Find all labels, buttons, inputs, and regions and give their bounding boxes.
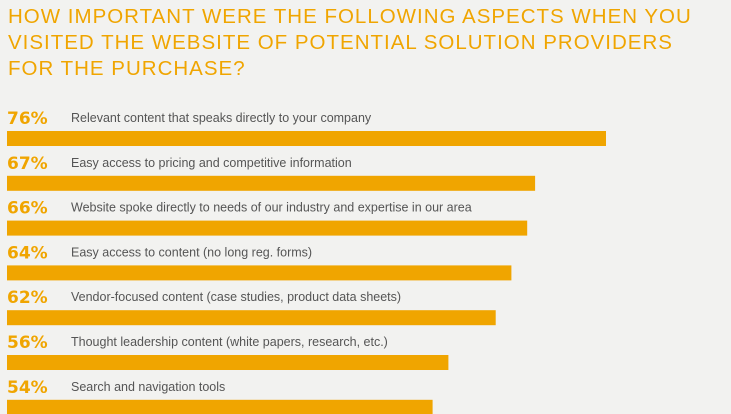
category-label: Search and navigation tools [71, 380, 225, 394]
category-label: Thought leadership content (white papers… [71, 335, 388, 349]
bar-row: 54% Search and navigation tools [7, 378, 433, 414]
bar [7, 175, 536, 191]
category-label: Relevant content that speaks directly to… [71, 111, 372, 125]
value-label: 54% [7, 378, 48, 398]
bar-row: 56% Thought leadership content (white pap… [7, 333, 449, 370]
category-label: Easy access to pricing and competitive i… [71, 156, 352, 170]
bar [7, 131, 606, 146]
chart-title: HOW IMPORTANT WERE THE FOLLOWING ASPECTS… [8, 5, 692, 80]
bar [7, 310, 496, 326]
bar [7, 355, 449, 370]
bar-row: 64% Easy access to content (no long reg. … [7, 243, 512, 281]
value-label: 67% [7, 154, 48, 174]
bar [7, 220, 528, 236]
value-label: 62% [7, 288, 48, 308]
value-label: 66% [7, 199, 48, 219]
bar [7, 265, 512, 281]
bar-row: 62% Vendor-focused content (case studies,… [7, 288, 496, 326]
bar-row: 67% Easy access to pricing and competitiv… [7, 154, 536, 191]
bar-row: 76% Relevant content that speaks directly… [7, 109, 606, 146]
category-label: Website spoke directly to needs of our i… [71, 201, 472, 215]
value-label: 64% [7, 243, 48, 263]
bar [7, 399, 433, 414]
category-label: Easy access to content (no long reg. for… [71, 245, 312, 259]
bar-row: 66% Website spoke directly to needs of ou… [7, 199, 528, 236]
value-label: 76% [7, 109, 48, 129]
value-label: 56% [7, 333, 48, 353]
category-label: Vendor-focused content (case studies, pr… [71, 290, 401, 304]
